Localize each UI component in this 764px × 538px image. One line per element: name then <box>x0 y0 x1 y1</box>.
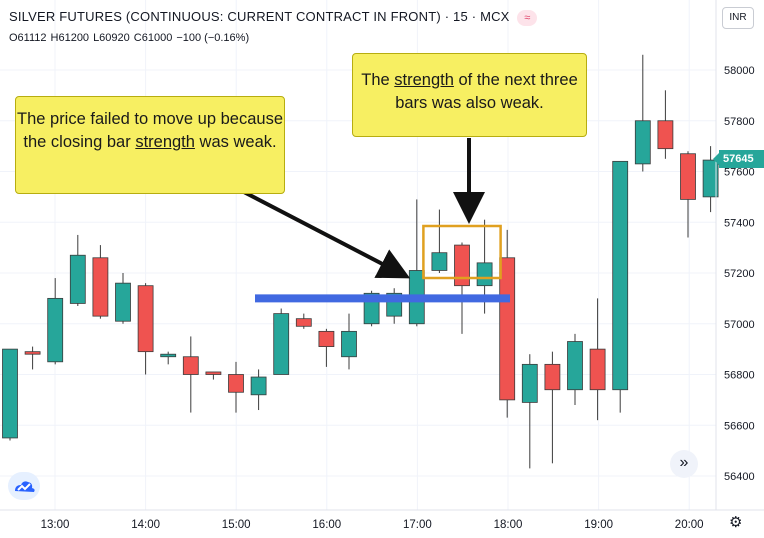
x-tick-label: 17:00 <box>403 519 432 531</box>
callout-right-text-end: of the next three bars was also weak. <box>395 71 578 112</box>
callout-next-bars: The strength of the next three bars was … <box>352 53 587 137</box>
wave-icon[interactable]: ≈ <box>517 9 538 26</box>
candle-down <box>589 348 606 391</box>
y-tick-label: 58000 <box>724 65 755 77</box>
y-tick-label: 56400 <box>724 471 755 483</box>
candle-up <box>431 252 448 271</box>
arrow-to-closing-bar <box>239 188 411 279</box>
candle-down <box>228 374 244 393</box>
y-tick-label: 57000 <box>724 319 755 331</box>
candle-up <box>250 376 267 396</box>
x-tick-label: 14:00 <box>131 519 160 531</box>
highlight-box <box>422 224 502 280</box>
candle-up <box>341 330 357 358</box>
candle-down <box>205 371 222 375</box>
ohlc-readout: O61112 H61200 L60920 C61000 −100 (−0.16%) <box>9 32 253 44</box>
ohlc-open: O61112 <box>9 32 47 44</box>
candle-up <box>273 313 290 375</box>
callout-left-text: The price failed to move up because the … <box>17 110 283 151</box>
candle-up <box>47 297 64 363</box>
callout-closing-bar: The price failed to move up because the … <box>15 96 285 194</box>
candle-down <box>657 120 674 150</box>
annotation-overlays <box>239 138 510 303</box>
chart-grid <box>0 0 716 510</box>
currency-button[interactable]: INR <box>722 7 754 29</box>
candle-up <box>115 282 131 322</box>
separator-1: · <box>444 9 450 24</box>
candle-up <box>160 353 177 358</box>
callout-right-underlined: strength <box>394 71 454 89</box>
y-tick-label: 57200 <box>724 268 755 280</box>
callout-right-text: The <box>361 71 390 89</box>
callout-left-underlined: strength <box>135 133 195 151</box>
candle-up <box>612 160 629 391</box>
gear-icon[interactable]: ⚙ <box>729 514 743 531</box>
candle-down <box>680 153 696 200</box>
ohlc-high: H61200 <box>50 32 90 44</box>
candle-down <box>137 285 154 353</box>
x-tick-label: 16:00 <box>312 519 341 531</box>
y-tick-label: 57600 <box>724 167 755 179</box>
callout-left-text-end: was weak. <box>199 133 277 151</box>
x-tick-label: 13:00 <box>41 519 70 531</box>
candle-down <box>318 330 335 347</box>
y-tick-label: 57400 <box>724 217 755 229</box>
candle-up <box>567 341 583 391</box>
candles-layer <box>2 54 719 469</box>
candle-down <box>24 351 41 355</box>
y-tick-label: 56600 <box>724 420 755 432</box>
x-tick-label: 20:00 <box>675 519 704 531</box>
last-price-label: 57645 <box>713 150 764 168</box>
candle-up <box>634 120 651 165</box>
x-tick-label: 19:00 <box>584 519 613 531</box>
candle-up <box>2 348 18 439</box>
candle-down <box>182 356 199 375</box>
double-chevron-right-icon[interactable]: » <box>670 450 698 478</box>
candle-up <box>521 363 538 403</box>
symbol-title[interactable]: SILVER FUTURES (CONTINUOUS: CURRENT CONT… <box>9 9 441 24</box>
ohlc-low: L60920 <box>93 32 130 44</box>
exchange-label: MCX <box>480 9 510 24</box>
y-tick-label: 57800 <box>724 116 755 128</box>
ohlc-close: C61000 <box>133 32 173 44</box>
candle-up <box>702 159 719 198</box>
chart-header: SILVER FUTURES (CONTINUOUS: CURRENT CONT… <box>9 9 538 26</box>
y-tick-label: 56800 <box>724 370 755 382</box>
cloud-logo-icon[interactable] <box>8 472 40 500</box>
candle-up <box>69 254 86 304</box>
candle-down <box>454 244 470 287</box>
candle-down <box>92 257 109 317</box>
candle-down <box>544 363 561 391</box>
candle-down <box>499 257 516 401</box>
candle-up <box>476 262 493 287</box>
x-tick-label: 18:00 <box>494 519 523 531</box>
ohlc-change: −100 (−0.16%) <box>176 32 250 44</box>
interval-label[interactable]: 15 <box>453 9 468 24</box>
x-tick-label: 15:00 <box>222 519 251 531</box>
separator-2: · <box>471 9 477 24</box>
candle-down <box>295 318 312 327</box>
